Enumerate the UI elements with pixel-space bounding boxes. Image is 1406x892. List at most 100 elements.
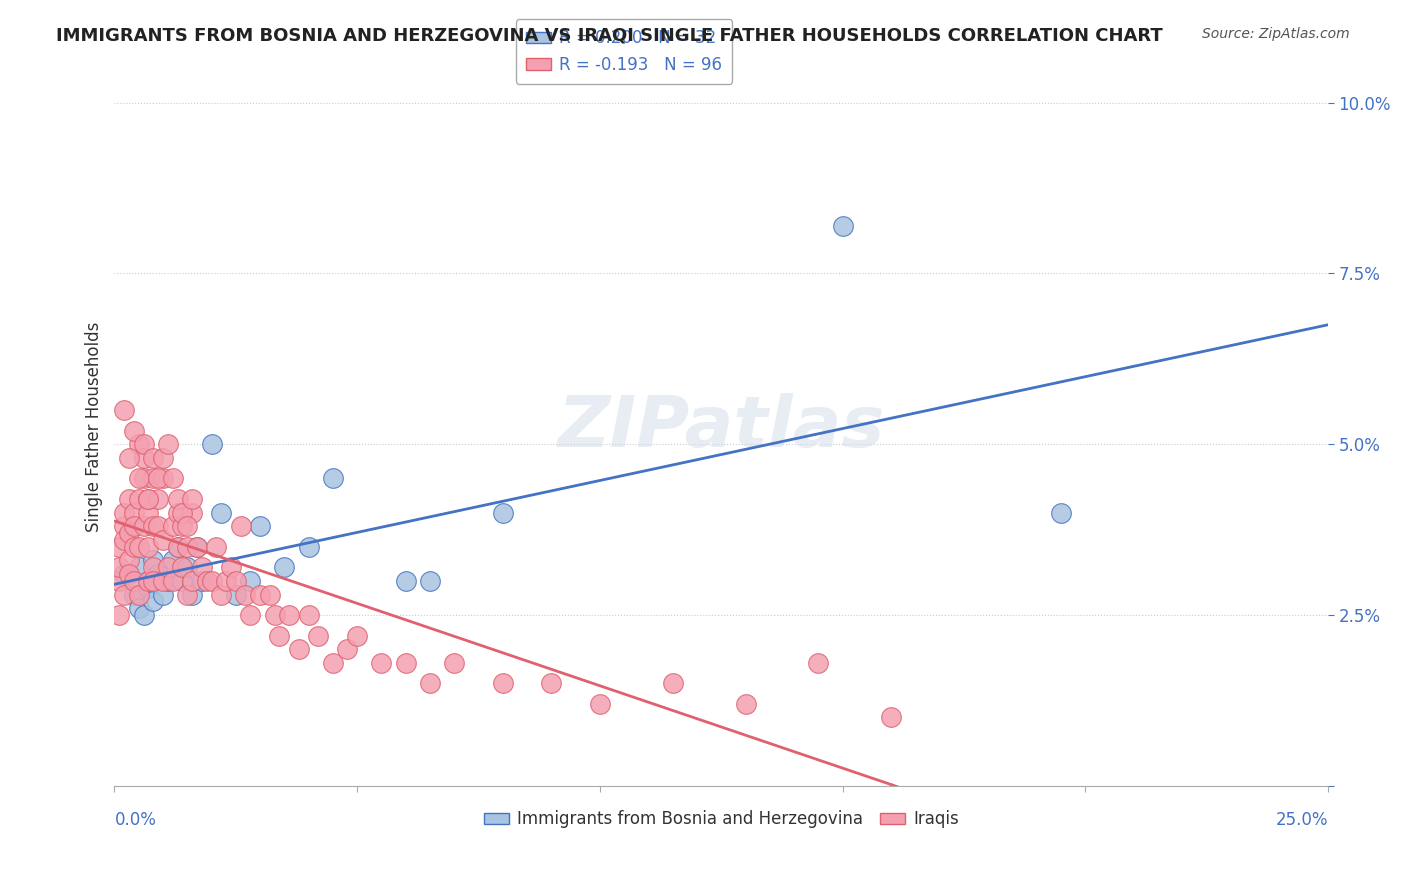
Point [191, 560, 214, 574]
Point [146, 471, 169, 485]
Point [118, 491, 141, 506]
Point [181, 587, 204, 601]
Point [138, 581, 160, 595]
Point [249, 519, 271, 533]
Point [146, 567, 169, 582]
Point [128, 587, 150, 601]
Point [142, 450, 165, 465]
Point [166, 491, 188, 506]
Point [142, 471, 165, 485]
Point [112, 519, 135, 533]
Point [146, 491, 169, 506]
Legend: Immigrants from Bosnia and Herzegovina, Iraqis: Immigrants from Bosnia and Herzegovina, … [477, 804, 966, 835]
Point [200, 437, 222, 451]
Point [156, 574, 179, 588]
Point [322, 471, 344, 485]
Point [142, 560, 165, 574]
Point [172, 506, 194, 520]
Point [128, 471, 150, 485]
Point [118, 553, 141, 567]
Point [122, 574, 145, 588]
Point [172, 574, 194, 588]
Point [288, 642, 311, 657]
Point [235, 587, 257, 601]
Point [166, 540, 188, 554]
Point [322, 656, 344, 670]
Point [273, 560, 295, 574]
Point [108, 607, 131, 622]
Text: 0.0%: 0.0% [114, 811, 156, 829]
Point [492, 506, 515, 520]
Point [156, 560, 179, 574]
Point [128, 540, 150, 554]
Point [112, 567, 135, 582]
Point [166, 506, 188, 520]
Point [734, 697, 756, 711]
Point [1050, 506, 1073, 520]
Point [419, 676, 441, 690]
Point [132, 519, 155, 533]
Point [263, 607, 285, 622]
Point [156, 437, 179, 451]
Point [112, 533, 135, 547]
Point [108, 540, 131, 554]
Point [128, 491, 150, 506]
Point [176, 540, 198, 554]
Point [205, 540, 228, 554]
Point [122, 506, 145, 520]
Point [443, 656, 465, 670]
Point [229, 519, 252, 533]
Point [112, 587, 135, 601]
Point [269, 628, 291, 642]
Point [589, 697, 612, 711]
Point [152, 471, 174, 485]
Point [346, 628, 368, 642]
Text: Source: ZipAtlas.com: Source: ZipAtlas.com [1202, 27, 1350, 41]
Point [176, 587, 198, 601]
Point [122, 587, 145, 601]
Point [142, 574, 165, 588]
Point [138, 506, 160, 520]
Text: 25.0%: 25.0% [1275, 811, 1329, 829]
Point [297, 540, 319, 554]
Point [122, 424, 145, 438]
Point [128, 601, 150, 615]
Point [831, 219, 853, 233]
Point [132, 471, 155, 485]
Point [142, 553, 165, 567]
Point [122, 540, 145, 554]
Point [225, 587, 247, 601]
Point [138, 574, 160, 588]
Point [186, 540, 208, 554]
Point [186, 540, 208, 554]
Point [249, 587, 271, 601]
Point [128, 560, 150, 574]
Y-axis label: Single Father Households: Single Father Households [86, 322, 103, 533]
Point [807, 656, 830, 670]
Point [492, 676, 515, 690]
Point [239, 574, 262, 588]
Point [118, 567, 141, 582]
Point [162, 471, 184, 485]
Point [142, 594, 165, 608]
Point [336, 642, 359, 657]
Point [152, 574, 174, 588]
Point [118, 526, 141, 541]
Point [661, 676, 683, 690]
Point [225, 574, 247, 588]
Point [181, 491, 204, 506]
Point [209, 587, 232, 601]
Point [370, 656, 392, 670]
Text: ZIPatlas: ZIPatlas [558, 392, 884, 462]
Point [880, 710, 903, 724]
Point [166, 540, 188, 554]
Point [152, 533, 174, 547]
Point [108, 574, 131, 588]
Point [138, 491, 160, 506]
Point [419, 574, 441, 588]
Text: IMMIGRANTS FROM BOSNIA AND HERZEGOVINA VS IRAQI SINGLE FATHER HOUSEHOLDS CORRELA: IMMIGRANTS FROM BOSNIA AND HERZEGOVINA V… [56, 27, 1163, 45]
Point [172, 560, 194, 574]
Point [307, 628, 329, 642]
Point [259, 587, 281, 601]
Point [209, 506, 232, 520]
